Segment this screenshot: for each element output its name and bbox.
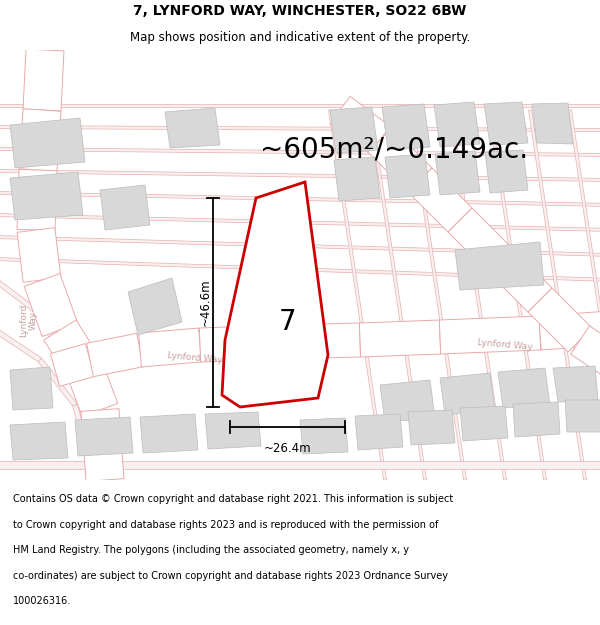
- Polygon shape: [280, 323, 361, 359]
- Polygon shape: [81, 409, 124, 481]
- Polygon shape: [86, 333, 143, 377]
- Polygon shape: [0, 148, 600, 156]
- Polygon shape: [33, 309, 62, 351]
- Polygon shape: [408, 168, 472, 232]
- Polygon shape: [488, 248, 552, 312]
- Polygon shape: [571, 326, 600, 374]
- Polygon shape: [0, 328, 41, 362]
- Polygon shape: [17, 169, 57, 231]
- Polygon shape: [460, 406, 508, 441]
- Polygon shape: [368, 128, 432, 192]
- Text: to Crown copyright and database rights 2023 and is reproduced with the permissio: to Crown copyright and database rights 2…: [13, 520, 439, 530]
- Text: ~605m²/~0.149ac.: ~605m²/~0.149ac.: [260, 136, 528, 164]
- Polygon shape: [455, 242, 544, 290]
- Polygon shape: [0, 126, 600, 131]
- Polygon shape: [23, 49, 64, 111]
- Text: Map shows position and indicative extent of the property.: Map shows position and indicative extent…: [130, 31, 470, 44]
- Polygon shape: [440, 373, 495, 415]
- Polygon shape: [448, 208, 512, 272]
- Polygon shape: [565, 400, 600, 432]
- Polygon shape: [10, 172, 83, 220]
- Polygon shape: [434, 102, 480, 147]
- Text: Lynford
Way: Lynford Way: [19, 303, 37, 337]
- Polygon shape: [539, 311, 600, 350]
- Polygon shape: [10, 367, 53, 410]
- Polygon shape: [73, 404, 97, 481]
- Polygon shape: [439, 316, 541, 354]
- Polygon shape: [368, 110, 427, 480]
- Text: 7: 7: [279, 308, 297, 336]
- Text: ~46.6m: ~46.6m: [199, 279, 212, 326]
- Text: Lynford Way: Lynford Way: [477, 338, 533, 352]
- Polygon shape: [485, 150, 528, 193]
- Polygon shape: [222, 182, 328, 407]
- Text: co-ordinates) are subject to Crown copyright and database rights 2023 Ordnance S: co-ordinates) are subject to Crown copyr…: [13, 571, 448, 581]
- Polygon shape: [528, 288, 592, 352]
- Polygon shape: [382, 104, 430, 150]
- Polygon shape: [50, 344, 95, 386]
- Polygon shape: [569, 110, 600, 480]
- Polygon shape: [553, 366, 598, 402]
- Polygon shape: [435, 151, 480, 195]
- Polygon shape: [140, 414, 198, 453]
- Text: 100026316.: 100026316.: [13, 596, 71, 606]
- Text: 7, LYNFORD WAY, WINCHESTER, SO22 6BW: 7, LYNFORD WAY, WINCHESTER, SO22 6BW: [133, 4, 467, 18]
- Polygon shape: [513, 402, 560, 437]
- Polygon shape: [408, 410, 455, 445]
- Polygon shape: [199, 325, 281, 362]
- Text: Contains OS data © Crown copyright and database right 2021. This information is : Contains OS data © Crown copyright and d…: [13, 494, 454, 504]
- Polygon shape: [24, 274, 78, 336]
- Polygon shape: [139, 328, 202, 367]
- Polygon shape: [359, 320, 440, 357]
- Polygon shape: [19, 109, 61, 171]
- Text: ~26.4m: ~26.4m: [263, 442, 311, 455]
- Polygon shape: [488, 110, 547, 480]
- Polygon shape: [0, 104, 600, 106]
- Polygon shape: [38, 359, 77, 406]
- Polygon shape: [385, 154, 430, 198]
- Polygon shape: [10, 118, 85, 168]
- Polygon shape: [0, 461, 600, 469]
- Polygon shape: [0, 169, 600, 181]
- Polygon shape: [17, 228, 61, 282]
- Polygon shape: [205, 412, 261, 449]
- Polygon shape: [10, 422, 68, 460]
- Polygon shape: [0, 214, 600, 231]
- Polygon shape: [165, 108, 220, 148]
- Polygon shape: [44, 320, 101, 380]
- Polygon shape: [0, 236, 600, 256]
- Text: Lynford Way: Lynford Way: [167, 351, 223, 365]
- Polygon shape: [0, 258, 600, 281]
- Polygon shape: [449, 110, 506, 480]
- Polygon shape: [334, 157, 380, 201]
- Polygon shape: [67, 363, 118, 417]
- Polygon shape: [329, 110, 386, 480]
- Polygon shape: [0, 278, 37, 312]
- Polygon shape: [484, 102, 528, 145]
- Polygon shape: [330, 107, 378, 153]
- Polygon shape: [409, 110, 466, 480]
- Polygon shape: [75, 417, 133, 456]
- Text: HM Land Registry. The polygons (including the associated geometry, namely x, y: HM Land Registry. The polygons (includin…: [13, 545, 409, 555]
- Polygon shape: [380, 380, 435, 422]
- Polygon shape: [529, 110, 586, 480]
- Polygon shape: [128, 278, 182, 335]
- Polygon shape: [498, 368, 550, 408]
- Polygon shape: [355, 414, 403, 450]
- Polygon shape: [100, 185, 150, 230]
- Polygon shape: [330, 96, 390, 154]
- Polygon shape: [300, 418, 348, 454]
- Polygon shape: [0, 191, 600, 206]
- Polygon shape: [532, 103, 573, 144]
